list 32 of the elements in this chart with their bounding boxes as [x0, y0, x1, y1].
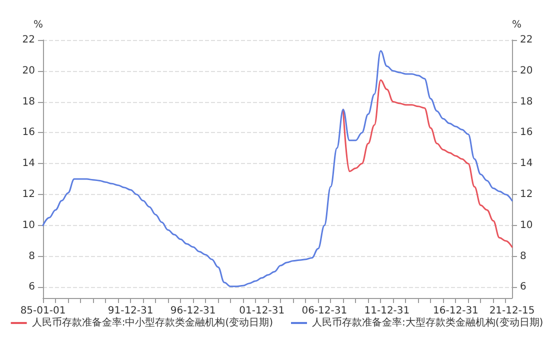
y2-tick-label: 20 [520, 65, 533, 76]
y-tick-label: 20 [22, 65, 35, 76]
y2-axis-title: % [512, 20, 522, 30]
y-tick-label: 18 [22, 96, 35, 108]
x-tick-label: 06-12-31 [302, 306, 348, 316]
line-series [42, 50, 513, 288]
y2-tick-label: 12 [520, 188, 533, 200]
x-tick-label: 85-01-01 [20, 306, 66, 316]
y2-tick-label: 22 [520, 34, 533, 46]
x-tick-label: 91-12-31 [108, 306, 154, 316]
y2-tick-label: 10 [520, 220, 533, 231]
legend-label: 人民币存款准备金率:大型存款类金融机构(变动日期) [312, 316, 544, 328]
x-tick-label: 96-12-31 [170, 306, 216, 316]
y-tick-label: 8 [28, 250, 35, 262]
y2-tick-label: 18 [520, 96, 533, 108]
line-series [342, 79, 513, 248]
y-tick-label: 6 [28, 282, 35, 293]
y-tick-label: 16 [22, 127, 35, 138]
y2-tick-label: 14 [520, 158, 533, 170]
legend-label: 人民币存款准备金率:中小型存款类金融机构(变动日期) [32, 316, 274, 328]
y2-tick-label: 8 [520, 250, 526, 262]
x-tick-label: 21-12-15 [489, 306, 535, 316]
y-tick-label: 14 [22, 158, 35, 170]
x-tick-label: 01-12-31 [239, 306, 285, 316]
y-tick-label: 10 [22, 220, 35, 231]
y2-tick-label: 6 [520, 282, 526, 293]
y-tick-label: 22 [22, 34, 35, 46]
x-tick-label: 16-12-31 [433, 306, 478, 316]
x-tick-label: 11-12-31 [364, 306, 410, 316]
y-tick-label: 12 [22, 188, 35, 200]
y-axis-title: % [33, 20, 43, 30]
y2-tick-label: 16 [520, 127, 533, 138]
